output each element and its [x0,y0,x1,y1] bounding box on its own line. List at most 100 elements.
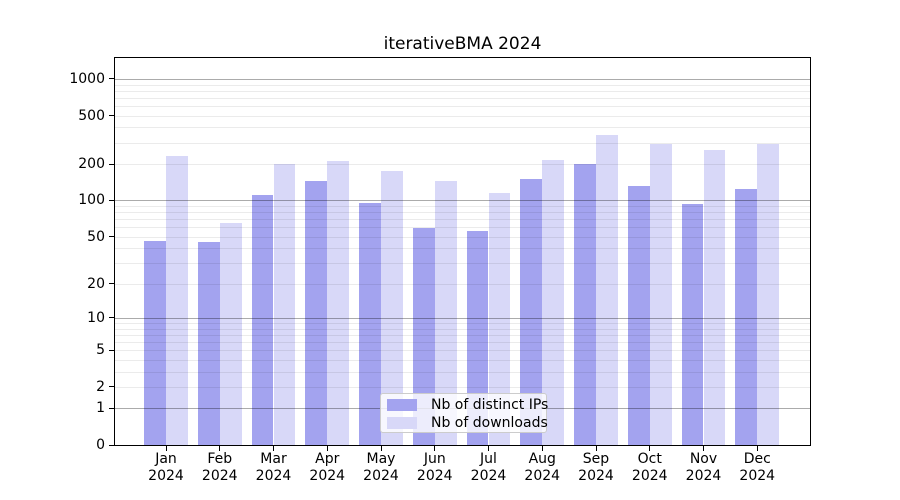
x-tick-label-feb-2024: Feb 2024 [188,451,252,485]
x-tick-label-line: 2024 [148,468,184,484]
gridline-minor-300 [115,142,810,144]
y-tick-label-5: 5 [96,342,105,359]
plot-area: Nb of distinct IPs Nb of downloads 0 1 2 5 1… [69,57,811,484]
y-tick-1000 [109,78,114,80]
chart-title: iterativeBMA 2024 [383,34,542,54]
bar-nb-of-distinct-ips-jul-2024 [466,230,489,445]
x-tick-oct-2024 [649,446,651,451]
bar-nb-of-distinct-ips-aug-2024 [520,179,543,445]
x-tick-label-line: 2024 [416,468,453,484]
x-tick-label-line: Mar [260,451,287,467]
bar-nb-of-distinct-ips-apr-2024 [305,180,328,445]
x-tick-label-nov-2024: Nov 2024 [672,451,736,485]
gridline-major-1000 [115,78,810,80]
y-tick-label-20: 20 [87,275,105,292]
x-tick-jun-2024 [434,446,436,451]
x-tick-mar-2024 [273,446,274,451]
distinct-ips-swatch [387,399,417,411]
x-tick-label-line: 2024 [201,468,238,484]
gridline-minor-600 [115,105,810,107]
bar-nb-of-distinct-ips-mar-2024 [251,195,274,445]
x-tick-label-mar-2024: Mar 2024 [242,451,306,485]
x-tick-jan-2024 [165,446,167,451]
legend: Nb of distinct IPs Nb of downloads [380,393,549,433]
downloads-swatch [387,417,417,429]
gridline-minor-500 [115,115,810,117]
bar-nb-of-downloads-oct-2024 [649,144,672,445]
x-tick-label-line: 2024 [631,468,668,484]
y-tick-50 [109,236,114,238]
x-tick-jul-2024 [488,446,489,451]
x-tick-label-line: Aug [528,451,556,467]
bar-nb-of-downloads-may-2024 [381,170,403,445]
x-tick-label-line: Nov [689,451,718,467]
bar-nb-of-distinct-ips-may-2024 [359,202,381,445]
bar-nb-of-downloads-jun-2024 [434,180,457,445]
x-tick-label-line: Jun [423,451,446,467]
x-tick-label-apr-2024: Apr 2024 [295,451,359,485]
x-tick-label-line: 2024 [363,468,399,484]
x-tick-label-jun-2024: Jun 2024 [403,451,467,485]
x-tick-aug-2024 [541,446,543,451]
y-tick-1 [109,407,114,409]
bar-nb-of-distinct-ips-nov-2024 [681,204,704,445]
x-tick-label-line: Feb [207,451,233,467]
y-tick-label-1: 1 [96,400,105,417]
bar-nb-of-downloads-sep-2024 [596,134,618,445]
bar-nb-of-distinct-ips-feb-2024 [197,242,220,445]
y-tick-label-50: 50 [87,228,105,245]
x-tick-nov-2024 [703,446,704,451]
bar-nb-of-downloads-jul-2024 [488,192,511,445]
x-tick-label-line: 2024 [685,468,722,484]
y-tick-label-500: 500 [78,107,105,124]
x-tick-label-line: Sep [582,451,610,467]
gridline-minor-900 [115,84,810,86]
x-tick-label-line: 2024 [470,468,507,484]
x-tick-sep-2024 [595,446,597,451]
x-tick-label-oct-2024: Oct 2024 [618,451,682,485]
x-tick-label-line: 2024 [255,468,292,484]
x-tick-label-dec-2024: Dec 2024 [725,451,789,485]
bar-nb-of-downloads-apr-2024 [327,160,350,445]
y-tick-10 [109,317,114,319]
y-tick-2 [109,386,114,388]
y-tick-label-200: 200 [78,156,105,172]
y-tick-label-10: 10 [87,309,105,326]
y-tick-20 [109,283,114,285]
bar-nb-of-downloads-aug-2024 [542,159,565,445]
bar-nb-of-distinct-ips-jan-2024 [144,241,166,445]
bar-nb-of-distinct-ips-sep-2024 [574,163,596,445]
x-tick-label-line: 2024 [309,468,346,484]
y-tick-500 [109,115,114,117]
y-tick-0 [109,444,114,446]
x-tick-apr-2024 [326,446,328,451]
gridline-minor-400 [115,127,810,129]
x-tick-label-line: Oct [637,451,662,467]
x-tick-label-jul-2024: Jul 2024 [457,451,521,485]
x-tick-label-line: 2024 [739,468,776,484]
y-tick-label-0: 0 [96,437,105,453]
x-tick-label-line: 2024 [524,468,561,484]
gridline-minor-700 [115,97,810,99]
legend-label-downloads: Nb of downloads [431,415,548,431]
gridline-minor-800 [115,90,810,92]
x-tick-label-line: Jan [155,451,177,467]
bar-nb-of-distinct-ips-dec-2024 [735,189,758,445]
bar-nb-of-downloads-dec-2024 [757,144,780,445]
bar-nb-of-distinct-ips-jun-2024 [412,228,435,445]
legend-label-distinct-ips: Nb of distinct IPs [431,397,549,413]
x-tick-label-aug-2024: Aug 2024 [510,451,574,485]
x-tick-feb-2024 [219,446,221,451]
x-tick-dec-2024 [756,446,758,451]
y-tick-label-1000: 1000 [69,70,105,87]
bar-nb-of-downloads-feb-2024 [219,223,242,445]
x-tick-label-sep-2024: Sep 2024 [564,451,628,485]
y-tick-label-2: 2 [96,378,105,395]
y-tick-label-100: 100 [78,192,105,209]
x-tick-label-line: May [366,451,396,467]
bar-nb-of-downloads-jan-2024 [166,155,188,445]
x-tick-label-line: Apr [315,451,340,467]
x-tick-label-jan-2024: Jan 2024 [134,451,198,485]
bar-nb-of-distinct-ips-oct-2024 [627,185,650,445]
